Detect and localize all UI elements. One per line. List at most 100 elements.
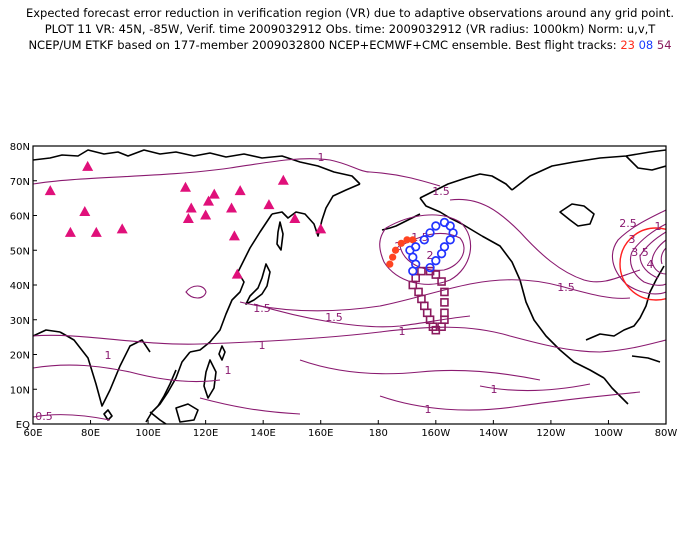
lon-label: 100E	[135, 428, 160, 439]
observation-triangle	[116, 223, 128, 234]
observation-triangle	[203, 195, 215, 206]
observation-triangle	[82, 160, 94, 171]
lon-label: 180	[369, 428, 388, 439]
track-54-point	[440, 287, 449, 297]
track-23-point	[386, 260, 394, 268]
map-title-line3-text: NCEP/UM ETKF based on 177-member 2009032…	[28, 38, 617, 52]
lon-label: 120W	[536, 428, 565, 439]
contours	[33, 158, 666, 421]
lon-label: 160W	[421, 428, 450, 439]
observation-triangle	[179, 181, 191, 192]
track-54-point	[440, 298, 449, 307]
lat-label: 50N	[10, 246, 30, 257]
lat-label: 40N	[10, 281, 30, 292]
observation-triangle	[44, 185, 56, 196]
lon-label: 140W	[479, 428, 508, 439]
contour-label: 1	[425, 403, 432, 416]
track-54-point	[414, 287, 423, 297]
observation-triangle	[79, 206, 91, 217]
lon-axis-labels: 60E 80E 100E 120E 140E 160E 180 160W 140W 120W 100…	[23, 420, 677, 439]
lat-label: 60N	[10, 212, 30, 223]
contour-label: 1.5	[432, 185, 450, 198]
contour-label: 4	[647, 258, 654, 271]
map-title-line1: Expected forecast error reduction in ver…	[25, 6, 675, 20]
contour-label: 1.5	[557, 281, 575, 294]
contour-label: 2.5	[619, 217, 637, 230]
track-08-label: 08	[638, 38, 654, 52]
flight-tracks	[386, 217, 458, 335]
lat-label: 20N	[10, 351, 30, 362]
contour-label: 1	[655, 220, 662, 233]
lon-label: 120E	[193, 428, 218, 439]
lat-label: 80N	[10, 142, 30, 153]
observation-triangle	[90, 226, 102, 237]
track-23-point	[397, 239, 405, 247]
observation-triangle	[200, 209, 212, 220]
lat-label: 10N	[10, 385, 30, 396]
contour-label: 1	[399, 325, 406, 338]
lon-label: 80W	[655, 428, 678, 439]
track-54-point	[420, 301, 429, 311]
lon-label: 160E	[308, 428, 333, 439]
observation-triangle	[226, 202, 238, 213]
observation-triangle	[208, 188, 220, 199]
triangle-sites	[44, 160, 327, 279]
observation-triangle	[234, 185, 246, 196]
track-08-point	[431, 221, 441, 231]
track-54-point	[417, 266, 426, 276]
observation-triangle	[263, 199, 275, 210]
track-08-point	[425, 228, 435, 238]
track-08-point	[436, 249, 447, 259]
contour-label: 0.5	[35, 410, 53, 423]
contour-label: 1	[225, 364, 232, 377]
track-23-point	[391, 246, 400, 254]
contour-label: 1	[318, 151, 325, 164]
track-08-point	[411, 242, 421, 252]
observation-triangle	[289, 212, 301, 223]
lat-label: EQ	[16, 420, 30, 431]
track-54-point	[425, 266, 435, 276]
observation-triangle	[231, 268, 243, 279]
contour-label: 1	[259, 339, 266, 352]
verification-region	[619, 227, 666, 301]
observation-triangle	[228, 230, 240, 241]
track-23-point	[389, 253, 397, 261]
track-54-point	[408, 280, 418, 290]
observation-triangle	[185, 202, 197, 213]
contour-label: 2	[427, 249, 434, 262]
track-23-point	[403, 236, 411, 244]
map-title-line2: PLOT 11 VR: 45N, -85W, Verif. time 20090…	[44, 22, 656, 36]
lat-label: 70N	[10, 177, 30, 188]
contour-label: 3	[629, 233, 636, 246]
track-08-point	[425, 262, 435, 273]
contour-label: 3.5	[631, 246, 649, 259]
observation-triangle	[277, 174, 289, 185]
contour-label: 1	[105, 349, 112, 362]
verification-circle	[619, 227, 666, 301]
lon-label: 80E	[81, 428, 100, 439]
lon-label: 100W	[594, 428, 623, 439]
track-08-point	[445, 235, 455, 245]
track-08-point	[419, 235, 429, 245]
track-23-point	[409, 236, 417, 244]
track-54-point	[422, 308, 432, 318]
track-54-label: 54	[656, 38, 672, 52]
observation-triangle	[182, 212, 194, 223]
track-54-point	[437, 277, 446, 286]
contour-label: 1	[491, 383, 498, 396]
track-08-point	[431, 256, 441, 266]
lon-label: 140E	[250, 428, 275, 439]
contour-label: 1.5	[253, 302, 271, 315]
lon-label: 60E	[23, 428, 42, 439]
coastlines	[33, 149, 666, 424]
contour-label: 2	[395, 240, 402, 253]
track-54-point	[440, 308, 449, 318]
contour-label: 1.5	[325, 311, 343, 324]
observation-triangle	[315, 223, 327, 234]
map-title-line3: NCEP/UM ETKF based on 177-member 2009032…	[0, 38, 700, 53]
track-23-label: 23	[620, 38, 635, 52]
observation-triangle	[64, 226, 76, 237]
